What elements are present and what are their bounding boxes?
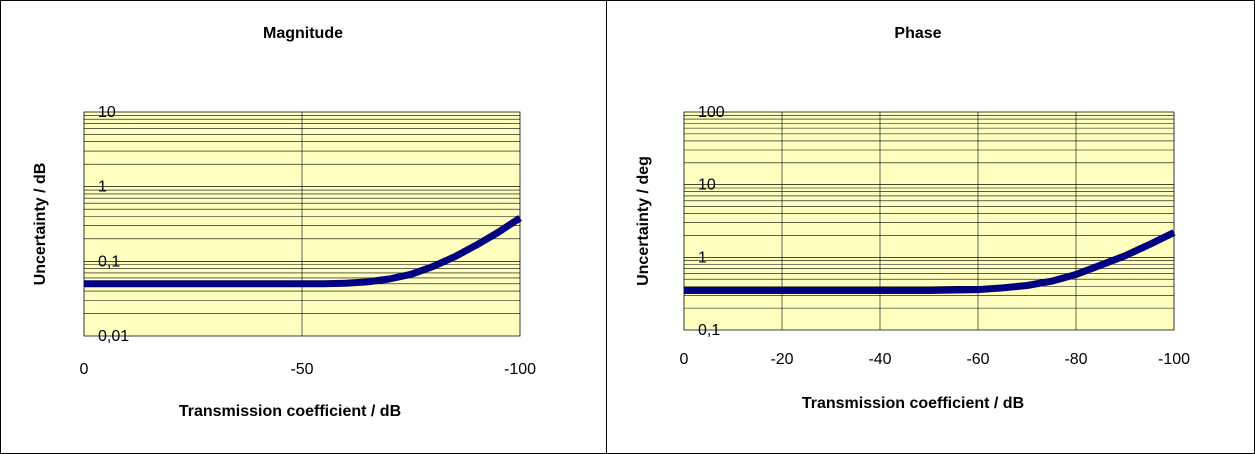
x-tick-label: -60 <box>966 351 989 368</box>
chart-title: Magnitude <box>263 25 343 42</box>
y-tick-label: 10 <box>98 104 116 121</box>
x-axis-title: Transmission coefficient / dB <box>802 395 1024 412</box>
x-tick-label: 0 <box>80 361 89 378</box>
x-tick-label: -100 <box>504 361 536 378</box>
y-tick-label: 1 <box>98 179 107 196</box>
y-tick-label: 0,1 <box>698 322 720 339</box>
x-axis-ticks: 0 -20 -40 -60 -80 -100 <box>680 351 1191 368</box>
x-tick-label: -20 <box>770 351 793 368</box>
y-axis-title: Uncertainty / dB <box>32 163 49 286</box>
x-tick-label: -80 <box>1064 351 1087 368</box>
series-line-phase <box>684 229 1176 294</box>
x-tick-label: 0 <box>680 351 689 368</box>
grid-lines <box>683 111 1175 331</box>
series-line-magnitude <box>84 215 522 288</box>
x-axis-title: Transmission coefficient / dB <box>179 403 401 420</box>
y-tick-label: 10 <box>698 177 716 194</box>
x-axis-ticks: 0 -50 -100 <box>80 361 537 378</box>
x-tick-label: -50 <box>290 361 313 378</box>
y-tick-label: 1 <box>698 249 707 266</box>
y-tick-label: 0,01 <box>98 328 129 345</box>
grid-lines <box>83 111 521 337</box>
magnitude-chart: Magnitude 10 1 0,1 0,01 0 -50 -100 Uncertaint… <box>0 0 607 454</box>
y-tick-label: 100 <box>698 104 725 121</box>
y-tick-label: 0,1 <box>98 253 120 270</box>
chart-title: Phase <box>894 25 941 42</box>
x-tick-label: -40 <box>868 351 891 368</box>
x-tick-label: -100 <box>1158 351 1190 368</box>
plot-area <box>683 111 1175 331</box>
y-axis-title: Uncertainty / deg <box>635 156 652 286</box>
y-axis-ticks: 10 1 0,1 0,01 <box>98 104 129 345</box>
y-axis-ticks: 100 10 1 0,1 <box>698 104 725 339</box>
phase-chart: Phase 100 10 1 0,1 0 -20 -40 -60 -80 -100 Uncert… <box>606 0 1255 454</box>
